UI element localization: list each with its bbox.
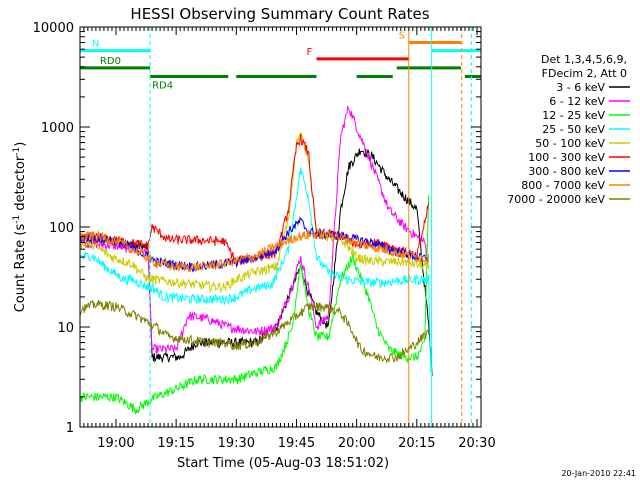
state-layer: N F S RD0 RD4 bbox=[79, 30, 481, 91]
y-axis-label-main: Count Rate (s bbox=[13, 224, 28, 313]
series-line-7 bbox=[79, 229, 430, 273]
series-layer bbox=[79, 105, 433, 415]
y-axis-label-sup1: -1 bbox=[12, 215, 22, 224]
y-axis-ticks: 1 10 100 1000 10000 bbox=[33, 21, 481, 436]
state-label-rd0: RD0 bbox=[100, 56, 121, 67]
y-axis-label-end: ) bbox=[13, 142, 28, 147]
state-label-n: N bbox=[92, 39, 99, 50]
plot-area: N F S RD0 RD4 19:00 19:15 19:30 19:45 20:00 20:15… bbox=[33, 21, 496, 451]
legend-label: 800 - 7000 keV bbox=[521, 179, 605, 192]
y-axis-label-sup2: -1 bbox=[12, 147, 22, 156]
x-tick-label: 19:30 bbox=[218, 436, 255, 451]
y-tick-label: 100 bbox=[49, 221, 74, 236]
legend-title-line-1: Det 1,3,4,5,6,9, bbox=[541, 53, 627, 66]
legend-label: 6 - 12 keV bbox=[549, 95, 605, 108]
series-line-3 bbox=[79, 167, 432, 373]
series-line-4 bbox=[79, 130, 430, 294]
y-tick-label: 10000 bbox=[33, 21, 74, 36]
x-tick-label: 20:00 bbox=[338, 436, 375, 451]
legend: Det 1,3,4,5,6,9, FDecim 2, Att 0 3 - 6 k… bbox=[507, 53, 630, 206]
footer-timestamp: 20-Jan-2010 22:41 bbox=[561, 469, 636, 478]
legend-label: 3 - 6 keV bbox=[556, 81, 605, 94]
series-line-8 bbox=[79, 299, 430, 364]
y-axis-label-mid: detector bbox=[13, 155, 28, 215]
x-tick-label: 19:15 bbox=[157, 436, 194, 451]
x-tick-label: 20:15 bbox=[398, 436, 435, 451]
x-tick-label: 19:45 bbox=[278, 436, 315, 451]
y-tick-label: 1 bbox=[66, 421, 74, 436]
legend-title-line-2: FDecim 2, Att 0 bbox=[542, 67, 627, 80]
x-tick-label: 19:00 bbox=[97, 436, 134, 451]
legend-label: 7000 - 20000 keV bbox=[507, 193, 605, 206]
legend-label: 50 - 100 keV bbox=[535, 137, 605, 150]
state-label-s: S bbox=[399, 30, 405, 41]
state-label-f: F bbox=[307, 47, 313, 58]
legend-label: 300 - 800 keV bbox=[528, 165, 605, 178]
y-tick-label: 1000 bbox=[41, 121, 74, 136]
state-label-rd4: RD4 bbox=[152, 80, 173, 91]
y-tick-label: 10 bbox=[57, 321, 74, 336]
x-axis-label: Start Time (05-Aug-03 18:51:02) bbox=[177, 456, 389, 471]
chart-title: HESSI Observing Summary Count Rates bbox=[130, 5, 429, 23]
x-axis-ticks: 19:00 19:15 19:30 19:45 20:00 20:15 20:30 bbox=[83, 27, 496, 451]
x-tick-label: 20:30 bbox=[458, 436, 495, 451]
series-line-2 bbox=[79, 195, 430, 415]
legend-label: 25 - 50 keV bbox=[542, 123, 605, 136]
legend-label: 100 - 300 keV bbox=[528, 151, 605, 164]
series-line-5 bbox=[79, 134, 430, 265]
y-axis-label: Count Rate (s-1 detector-1) bbox=[12, 142, 28, 313]
legend-label: 12 - 25 keV bbox=[542, 109, 605, 122]
